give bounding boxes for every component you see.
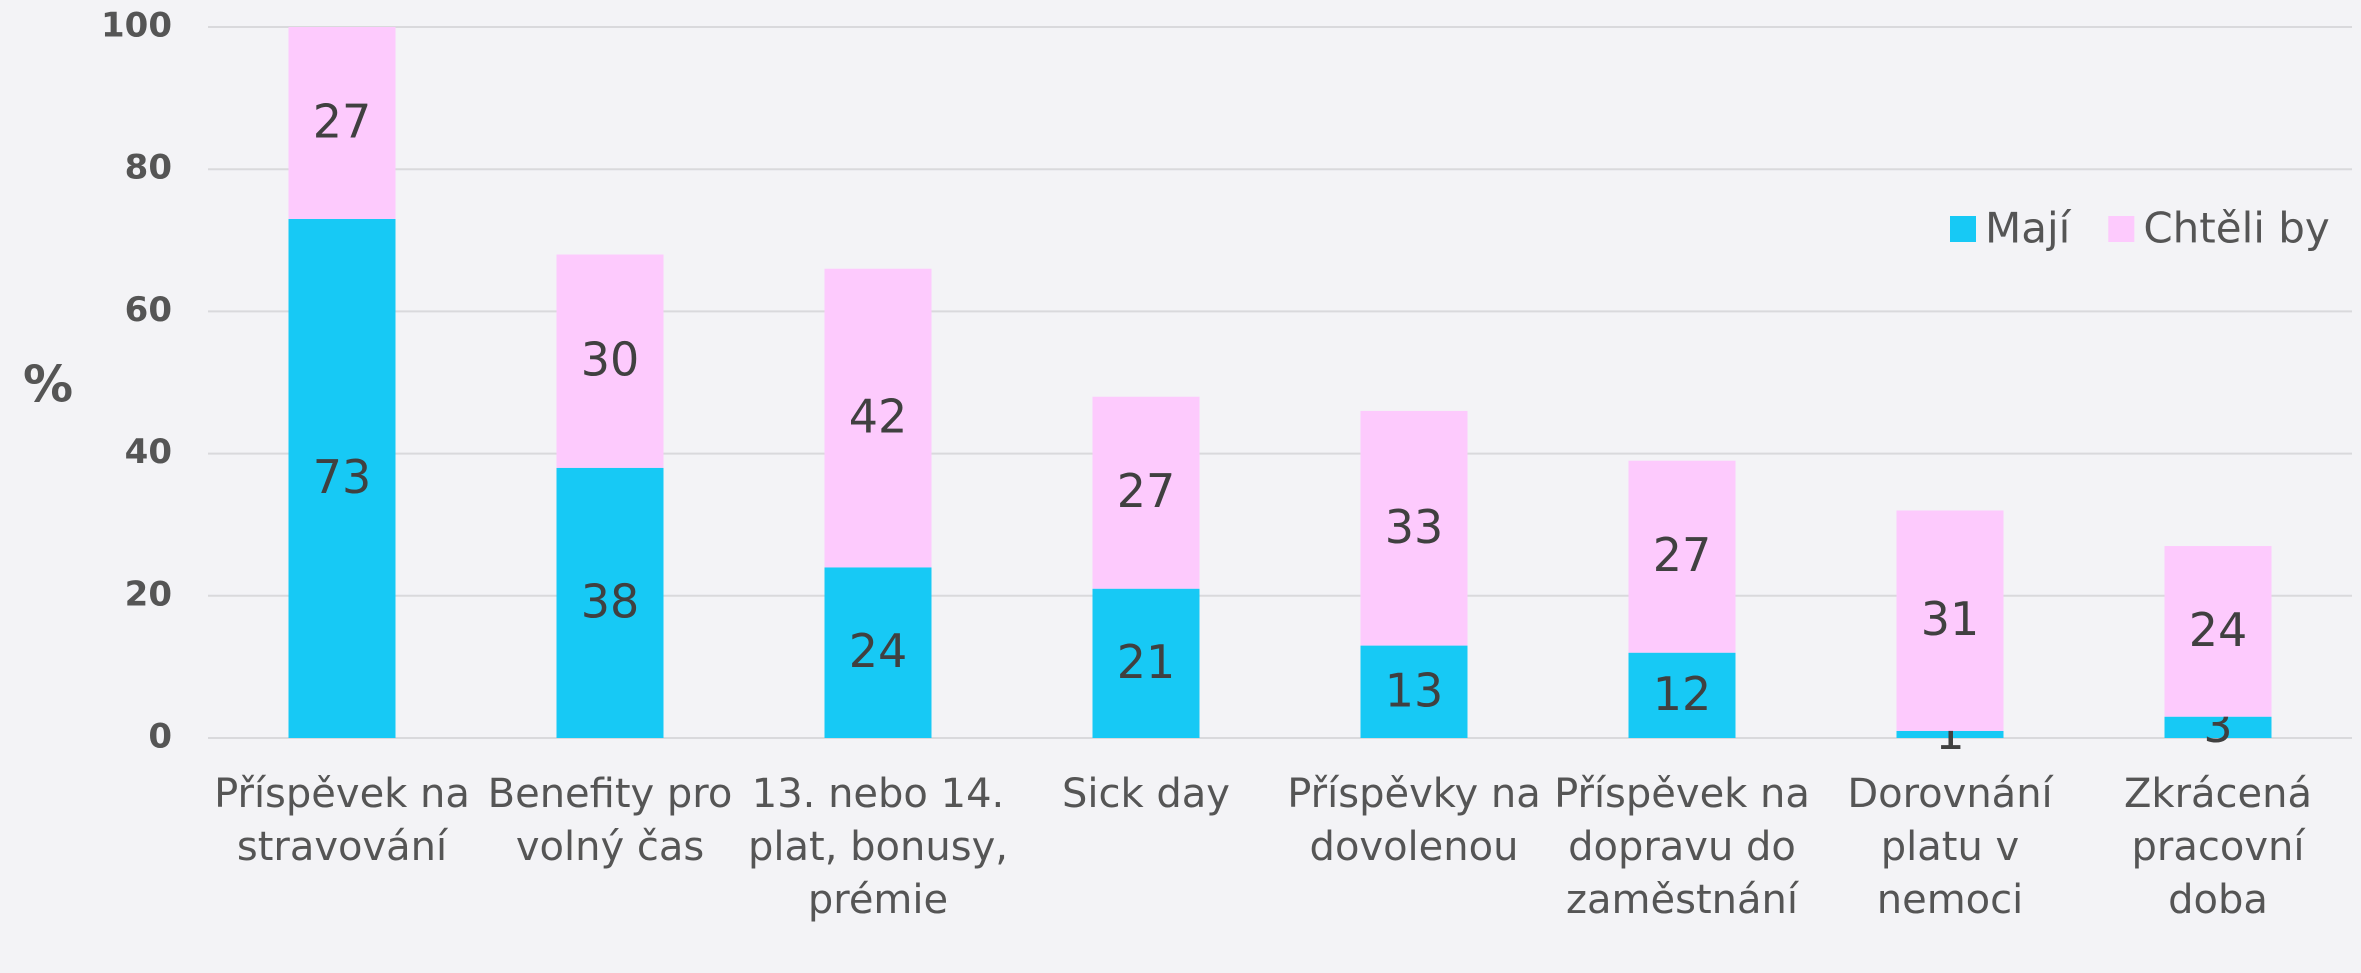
x-tick-label: Příspěvek na stravování (214, 771, 470, 870)
y-tick-label: 0 (148, 717, 172, 757)
bar-segment (1628, 460, 1736, 653)
bar-segment (288, 27, 396, 219)
x-tick-label: 13. nebo 14. plat, bonusy, prémie (748, 771, 1008, 923)
bar-segment (288, 218, 396, 739)
bar-segment (1628, 652, 1736, 738)
data-label: 21 (1117, 635, 1176, 689)
y-tick-label: 100 (101, 6, 172, 46)
legend-label: Chtěli by (2143, 204, 2329, 253)
data-label: 12 (1653, 667, 1712, 721)
bar-segment (556, 467, 664, 738)
bar-segment (1360, 645, 1468, 738)
x-tick-label: Příspěvky na dovolenou (1287, 771, 1541, 870)
bar-segment (2164, 546, 2272, 717)
bar-segment (1092, 396, 1200, 589)
bar-segment (824, 268, 932, 568)
x-tick-label: Zkrácená pracovní doba (2124, 771, 2312, 923)
y-axis-label: % (23, 356, 73, 414)
data-label: 33 (1385, 500, 1444, 554)
y-tick-label: 80 (125, 148, 172, 188)
data-label: 13 (1385, 663, 1444, 717)
bar-segment (1360, 410, 1468, 646)
y-tick-label: 40 (125, 432, 172, 472)
y-tick-label: 20 (125, 574, 172, 614)
x-tick-label: Příspěvek na dopravu do zaměstnání (1554, 771, 1810, 923)
bar-segment (1896, 510, 2004, 731)
data-label: 73 (313, 450, 372, 504)
y-tick-label: 60 (125, 290, 172, 330)
bar-segment (824, 567, 932, 738)
data-label: 27 (313, 94, 372, 148)
x-tick-label: Dorovnání platu v nemoci (1847, 771, 2053, 923)
data-label: 30 (581, 333, 640, 387)
legend-swatch (2108, 216, 2135, 242)
bar-segment (2164, 716, 2272, 738)
legend-swatch (1950, 216, 1976, 242)
bar-segment (1092, 588, 1200, 738)
data-label: 31 (1921, 592, 1980, 646)
data-label: 27 (1117, 464, 1176, 518)
data-label: 24 (2189, 603, 2248, 657)
bar-segment (1896, 730, 2004, 738)
data-label: 42 (849, 390, 908, 444)
data-label: 24 (849, 624, 908, 678)
x-tick-label: Sick day (1062, 771, 1230, 817)
bar-segment (556, 254, 664, 468)
x-tick-label: Benefity pro volný čas (487, 771, 733, 870)
legend-label: Mají (1985, 204, 2072, 253)
data-label: 38 (581, 574, 640, 628)
data-label: 27 (1653, 528, 1712, 582)
